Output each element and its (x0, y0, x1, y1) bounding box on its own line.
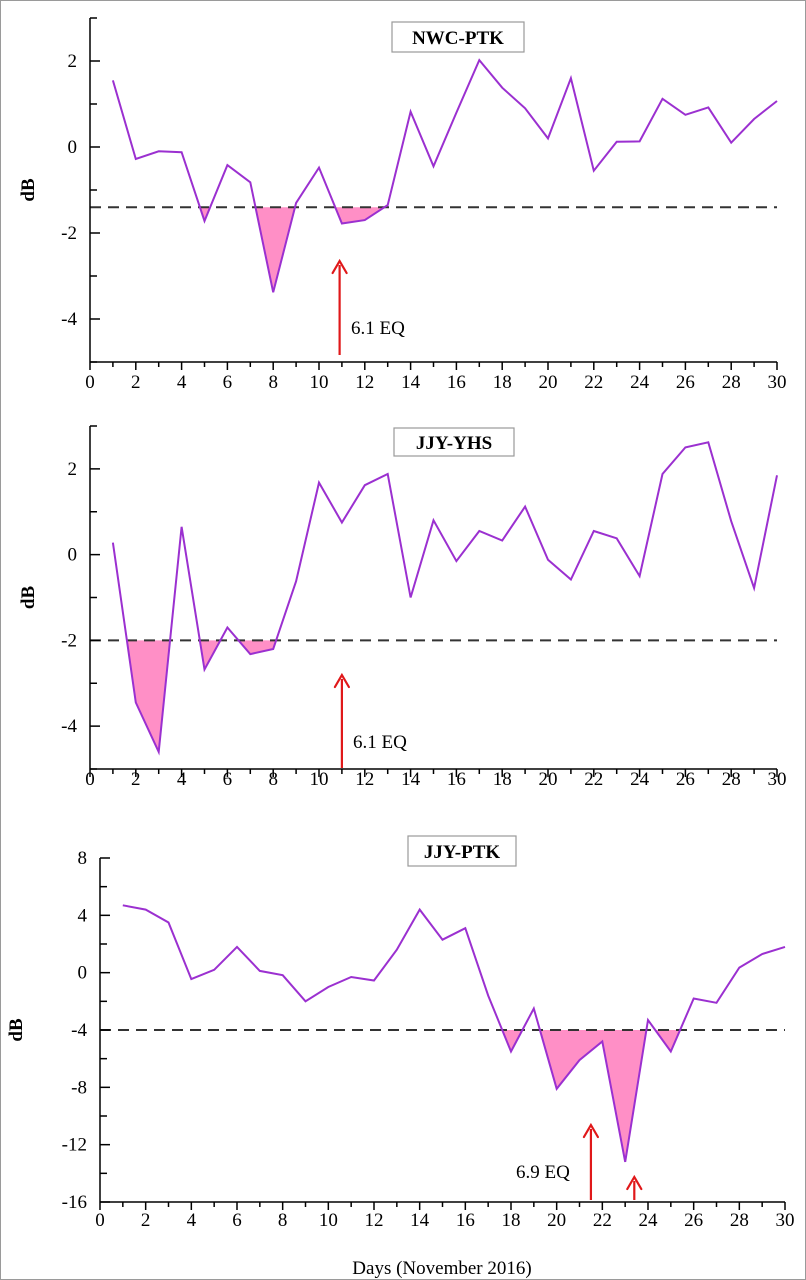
series-line (111, 58, 778, 293)
y-tick-label: 2 (68, 51, 78, 72)
x-tick-label: 12 (355, 769, 374, 790)
x-tick-label: 0 (85, 769, 95, 790)
x-tick-label: 18 (502, 1210, 521, 1231)
y-tick-label: 8 (78, 848, 88, 869)
y-axis-label: dB (18, 178, 39, 202)
y-tick-label: -4 (61, 716, 77, 737)
x-tick-label: 30 (768, 769, 787, 790)
below-threshold-area (335, 207, 385, 224)
x-tick-label: 4 (187, 1210, 197, 1231)
x-tick-label: 18 (493, 372, 512, 393)
x-tick-label: 28 (722, 769, 741, 790)
eq-arrow-head (333, 672, 350, 689)
x-tick-label: 8 (268, 769, 278, 790)
chart-title: NWC-PTK (412, 28, 504, 49)
x-tick-label: 28 (730, 1210, 749, 1231)
chart-panel-1: 20-2-40 2 4 6 8 10 12 14 16 18 20 22 24 26 28 30dBNWC-P… (18, 17, 787, 393)
x-tick-label: 14 (401, 372, 421, 393)
y-tick-label: 0 (68, 137, 78, 158)
x-tick-label: 4 (177, 372, 187, 393)
series-line (111, 441, 778, 756)
eq-annotation: 6.1 EQ (351, 318, 405, 339)
below-threshold-area (255, 207, 295, 293)
x-tick-label: 18 (493, 769, 512, 790)
y-tick-label: -2 (61, 223, 77, 244)
below-threshold-area (199, 640, 221, 670)
y-tick-label: -4 (61, 309, 77, 330)
y-tick-label: -8 (71, 1077, 87, 1098)
x-tick-label: 24 (639, 1210, 659, 1231)
x-tick-label: 10 (319, 1210, 338, 1231)
below-threshold-area (126, 640, 170, 752)
y-tick-label: 2 (68, 459, 78, 480)
x-tick-label: 2 (131, 372, 141, 393)
y-tick-label: -2 (61, 630, 77, 651)
y-tick-label: 4 (78, 905, 88, 926)
x-axis-label: Days (November 2016) (352, 1258, 531, 1279)
x-tick-label: 20 (547, 1210, 566, 1231)
x-tick-label: 8 (268, 372, 278, 393)
x-tick-label: 6 (223, 769, 233, 790)
eq-annotation: 6.9 EQ (516, 1162, 570, 1183)
y-axis-label: dB (18, 586, 39, 610)
eq-arrow-head (331, 258, 348, 275)
x-tick-label: 12 (355, 372, 374, 393)
chart-title-box (391, 21, 525, 53)
x-tick-label: 16 (447, 769, 466, 790)
x-tick-label: 24 (630, 769, 650, 790)
chart-title: JJY-PTK (424, 842, 501, 863)
x-tick-label: 6 (223, 372, 233, 393)
chart-panel-3: 840-4-8-12-160 2 4 6 8 10 12 14 16 18 20 22 24 26 28 30… (6, 835, 795, 1279)
y-tick-label: -4 (71, 1020, 87, 1041)
x-tick-label: 0 (85, 372, 95, 393)
x-tick-label: 20 (539, 769, 558, 790)
x-tick-label: 26 (676, 769, 695, 790)
x-tick-label: 4 (177, 769, 187, 790)
x-tick-label: 16 (456, 1210, 475, 1231)
x-tick-label: 24 (630, 372, 650, 393)
y-tick-label: 0 (78, 963, 88, 984)
below-threshold-area (502, 1030, 523, 1052)
x-tick-label: 26 (684, 1210, 703, 1231)
x-tick-label: 10 (310, 769, 329, 790)
x-tick-label: 2 (141, 1210, 151, 1231)
below-threshold-area (655, 1030, 681, 1052)
series-line (122, 904, 786, 1163)
eq-arrow-head (582, 1122, 600, 1139)
eq-annotation: 6.1 EQ (353, 732, 407, 753)
x-tick-label: 22 (584, 372, 603, 393)
x-tick-label: 6 (232, 1210, 242, 1231)
x-tick-label: 14 (410, 1210, 430, 1231)
x-tick-label: 10 (310, 372, 329, 393)
x-tick-label: 0 (95, 1210, 105, 1231)
x-tick-label: 26 (676, 372, 695, 393)
x-tick-label: 12 (365, 1210, 384, 1231)
y-axis-label: dB (6, 1018, 27, 1042)
chart-title-box (407, 835, 517, 867)
x-tick-label: 14 (401, 769, 421, 790)
x-tick-label: 16 (447, 372, 466, 393)
chart-panel-2: 20-2-40 2 4 6 8 10 12 14 16 18 20 22 24 26 28 30dBJJY-Y… (18, 425, 787, 790)
y-tick-label: -12 (62, 1135, 87, 1156)
x-tick-label: 30 (768, 372, 787, 393)
eq-arrow-secondary-head (626, 1174, 643, 1191)
x-tick-label: 22 (593, 1210, 612, 1231)
chart-title-box (393, 427, 515, 457)
below-threshold-area (199, 207, 211, 221)
y-tick-label: -16 (62, 1192, 87, 1213)
x-tick-label: 28 (722, 372, 741, 393)
chart-title: JJY-YHS (416, 433, 492, 454)
x-tick-label: 20 (539, 372, 558, 393)
x-tick-label: 8 (278, 1210, 288, 1231)
x-tick-label: 22 (584, 769, 603, 790)
x-tick-label: 30 (776, 1210, 795, 1231)
y-tick-label: 0 (68, 545, 78, 566)
x-tick-label: 2 (131, 769, 141, 790)
